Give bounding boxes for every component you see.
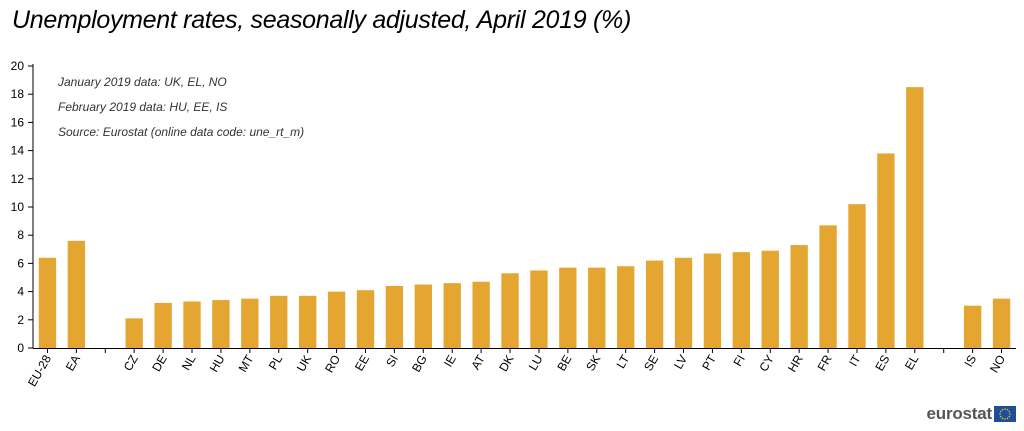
eurostat-logo: eurostat [927,404,1016,424]
y-tick-label: 10 [11,200,25,214]
bar-uk [298,295,317,348]
chart-note: Source: Eurostat (online data code: une_… [58,125,304,139]
x-tick-label: EE [352,353,372,374]
y-tick-label: 18 [11,87,25,101]
x-tick-label: FI [730,353,747,369]
y-tick-label: 12 [11,172,25,186]
bar-at [472,281,490,348]
x-tick-label: DE [149,353,169,374]
bar-lt [617,266,635,348]
bar-eu-28 [38,257,57,348]
x-tick-label: HU [207,353,228,375]
chart-note: January 2019 data: UK, EL, NO [57,75,227,89]
bar-de [154,302,172,348]
x-tick-label: DK [496,353,516,374]
flag-star [999,413,1001,415]
x-tick-label: ES [872,353,892,374]
bar-ie [443,283,461,348]
y-tick-label: 0 [17,341,24,355]
x-tick-label: PL [266,352,286,372]
bar-be [559,267,577,348]
bar-pl [270,295,288,348]
bar-se [645,260,664,348]
bar-fr [819,225,837,348]
chart-note: February 2019 data: HU, EE, IS [58,100,227,114]
y-tick-label: 2 [17,313,24,327]
x-tick-label: SK [583,353,603,374]
bar-ro [327,291,346,348]
logo-text: eurostat [926,404,993,423]
flag-star [999,410,1002,413]
y-tick-label: 8 [17,228,24,242]
x-tick-label: BE [554,353,574,374]
x-axis: EU-28 EA CZ DE NL HU MT PL UK RO EE SI BG IE AT DK LU BE S… [25,348,1016,389]
x-tick-label: LT [614,352,633,371]
x-tick-label: SE [641,353,661,374]
bar-pt [703,253,722,348]
y-tick-label: 20 [11,59,25,73]
x-tick-label: IE [441,353,459,370]
flag-star [999,415,1002,418]
flag-star [1001,408,1004,411]
bar-el [906,87,924,349]
bar-fi [732,252,751,348]
y-tick-label: 4 [17,285,24,299]
x-tick-label: NO [987,353,1008,376]
bar-it [848,204,866,348]
x-tick-label: IS [961,353,979,370]
chart-title: Unemployment rates, seasonally adjusted,… [12,6,631,34]
x-tick-label: LV [671,353,690,372]
x-tick-label: AT [468,352,488,372]
x-tick-label: NL [179,352,199,373]
bar-hr [790,245,808,348]
x-tick-label: UK [294,353,314,374]
chart-notes: January 2019 data: UK, EL, NO February 20… [57,75,304,139]
bar-cz [125,318,143,348]
flag-star [1009,413,1011,415]
bar-ea [67,240,86,348]
x-tick-label: CZ [121,353,141,374]
x-tick-label: SI [383,353,401,370]
bar-si [385,285,404,348]
x-tick-label: MT [236,352,257,375]
bar-es [877,153,895,348]
x-tick-label: IT [846,352,864,369]
bar-sk [588,267,606,348]
x-tick-label: RO [322,353,343,376]
x-tick-label: EA [63,353,83,374]
flag-star [1006,408,1009,411]
y-tick-label: 6 [17,256,24,270]
bar-is [963,305,982,348]
bar-nl [183,301,201,348]
flag-star [1008,410,1011,413]
flag-star [1004,418,1006,420]
flag-star [1006,417,1009,420]
bar-bg [414,284,432,348]
bar-no [992,298,1011,348]
bar-dk [501,273,519,348]
x-tick-label: PT [699,352,719,373]
bars [38,87,1011,349]
flag-star [1004,408,1006,410]
y-tick-label: 14 [11,144,25,158]
eu-flag-icon [994,406,1016,422]
x-tick-label: FR [815,352,835,373]
bar-lv [674,257,693,348]
bar-cy [761,250,779,348]
bar-hu [212,300,230,348]
flag-star [1008,415,1011,418]
bar-mt [241,298,259,348]
flag-star [1001,417,1004,420]
x-tick-label: CY [756,353,776,374]
y-tick-label: 16 [11,115,25,129]
bar-ee [356,290,375,348]
x-tick-label: EL [902,352,922,372]
x-tick-label: BG [409,353,430,375]
x-tick-label: LU [526,353,546,373]
x-tick-label: EU-28 [25,352,54,389]
bar-lu [530,270,548,348]
x-tick-label: HR [785,352,806,374]
y-axis: 0 2 4 6 8 10 12 14 16 18 20 [11,59,34,355]
